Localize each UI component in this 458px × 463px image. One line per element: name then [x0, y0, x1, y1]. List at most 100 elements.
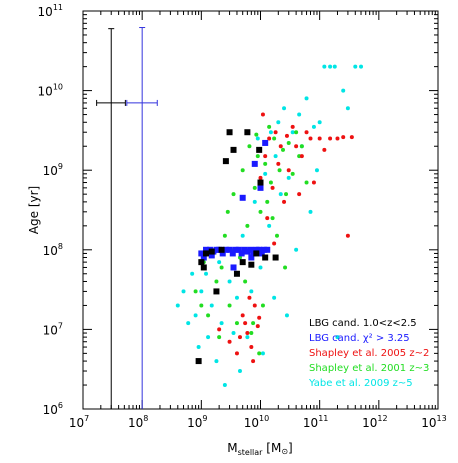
data-point-circle	[204, 271, 209, 276]
data-point-circle	[297, 112, 302, 117]
data-point-square	[257, 179, 264, 186]
data-point-circle	[214, 279, 219, 284]
data-point-circle	[282, 199, 287, 204]
data-point-square	[208, 252, 215, 259]
y-tick-label: 109	[43, 162, 63, 178]
data-point-circle	[227, 303, 232, 308]
series-4	[195, 129, 279, 365]
data-point-circle	[308, 209, 313, 214]
data-point-circle	[265, 216, 270, 221]
data-point-square	[272, 254, 279, 261]
x-tick-base: 10	[128, 416, 143, 430]
x-tick-base: 10	[69, 416, 84, 430]
data-point-circle	[335, 136, 340, 141]
data-point-circle	[243, 321, 248, 326]
data-point-circle	[209, 303, 214, 308]
data-point-circle	[273, 154, 278, 159]
x-axis-label: Mstellar [M⊙]	[227, 441, 292, 457]
series-1	[193, 124, 309, 356]
data-point-circle	[245, 223, 250, 228]
x-tick-exponent: 10	[259, 414, 269, 423]
data-point-circle	[245, 331, 250, 336]
data-point-square	[200, 264, 207, 271]
data-point-circle	[252, 303, 257, 308]
data-point-square	[244, 248, 251, 255]
data-point-circle	[353, 64, 358, 69]
data-point-circle	[247, 295, 252, 300]
series-3	[198, 139, 271, 271]
x-axis-label-unit-open: [M	[262, 441, 281, 455]
data-point-circle	[227, 279, 232, 284]
y-tick-base: 10	[38, 5, 53, 19]
data-point-circle	[181, 289, 186, 294]
data-point-circle	[237, 335, 242, 340]
data-point-square	[200, 254, 207, 261]
data-point-circle	[304, 180, 309, 185]
data-point-circle	[214, 359, 219, 364]
series-2	[217, 112, 354, 364]
data-point-circle	[274, 233, 279, 238]
data-point-square	[244, 129, 251, 136]
x-axis-label-unit-close: ]	[288, 441, 293, 455]
data-point-circle	[277, 168, 282, 173]
data-point-circle	[284, 133, 289, 138]
data-point-circle	[284, 192, 289, 197]
data-point-circle	[341, 88, 346, 93]
data-points	[175, 64, 364, 388]
x-tick-exponent: 8	[143, 414, 148, 423]
data-point-circle	[199, 289, 204, 294]
data-point-circle	[328, 64, 333, 69]
data-point-circle	[299, 154, 304, 159]
y-tick-base: 10	[38, 85, 53, 99]
data-point-circle	[219, 265, 224, 270]
data-point-square	[229, 250, 236, 257]
x-tick-exponent: 7	[84, 414, 89, 423]
data-point-square	[253, 250, 260, 257]
data-point-circle	[252, 185, 257, 190]
x-tick-base: 10	[362, 416, 377, 430]
data-point-circle	[272, 136, 277, 141]
data-point-square	[222, 158, 229, 165]
data-point-square	[232, 246, 239, 253]
data-point-circle	[267, 223, 272, 228]
y-tick-label: 1010	[38, 83, 63, 99]
legend-entry: LBG cand. χ² > 3.25	[309, 333, 410, 344]
data-point-circle	[245, 335, 250, 340]
data-point-circle	[193, 289, 198, 294]
data-point-circle	[276, 161, 281, 166]
data-point-circle	[278, 144, 283, 149]
data-point-square	[213, 288, 220, 295]
y-tick-exponent: 10	[53, 83, 63, 92]
data-point-circle	[222, 383, 227, 388]
data-point-circle	[359, 64, 364, 69]
data-point-square	[203, 250, 210, 257]
data-point-circle	[304, 130, 309, 135]
data-point-circle	[270, 185, 275, 190]
data-point-circle	[345, 233, 350, 238]
data-point-circle	[308, 136, 313, 141]
data-point-circle	[322, 147, 327, 152]
data-point-circle	[249, 345, 254, 350]
data-point-square	[261, 246, 268, 253]
data-point-circle	[335, 335, 340, 340]
data-point-circle	[268, 180, 273, 185]
data-point-circle	[255, 324, 260, 329]
data-point-square	[222, 246, 229, 253]
y-tick-exponent: 8	[58, 242, 63, 251]
data-point-circle	[255, 136, 260, 141]
y-tick-label: 108	[43, 242, 63, 258]
data-point-circle	[258, 175, 263, 180]
y-tick-base: 10	[43, 244, 58, 258]
x-tick-base: 10	[187, 416, 202, 430]
x-tick-label: 1011	[303, 414, 328, 430]
data-point-square	[226, 246, 233, 253]
data-point-circle	[199, 303, 204, 308]
data-point-square	[256, 146, 263, 153]
data-point-circle	[217, 327, 222, 332]
data-point-square	[248, 261, 255, 268]
y-tick-exponent: 7	[58, 321, 63, 330]
y-tick-exponent: 9	[58, 162, 63, 171]
data-point-circle	[231, 192, 236, 197]
data-point-circle	[227, 339, 232, 344]
